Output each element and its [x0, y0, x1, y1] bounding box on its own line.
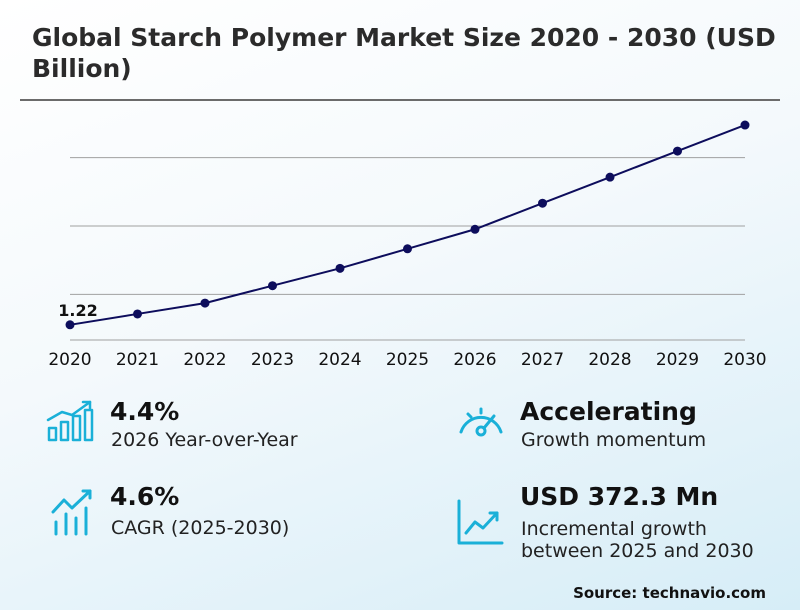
- stat-yoy-label: 2026 Year-over-Year: [111, 429, 298, 451]
- stat-momentum-value: Accelerating: [520, 397, 697, 426]
- line-chart: 2020 2021 2022 2023 2024 2025 2026 2027 2028 2029…: [48, 120, 767, 370]
- stat-incremental-value: USD 372.3 Mn: [520, 482, 719, 511]
- x-tick-2027: 2027: [521, 350, 564, 370]
- x-tick-2022: 2022: [183, 350, 226, 370]
- x-tick-2028: 2028: [588, 350, 631, 370]
- x-tick-2030: 2030: [723, 350, 766, 370]
- trend-bars-icon: [51, 489, 92, 536]
- line-chart-growth-icon: [457, 499, 504, 545]
- data-point-2025: [403, 244, 412, 254]
- stat-cagr: 4.6% CAGR (2025-2030): [0, 478, 400, 548]
- data-point-2029: [673, 146, 682, 156]
- data-point-2028: [605, 172, 615, 182]
- data-point-2027: [538, 198, 547, 208]
- x-tick-2029: 2029: [656, 350, 699, 370]
- data-point-2022: [200, 298, 210, 308]
- stat-incremental: USD 372.3 Mn Incremental growth between …: [400, 478, 800, 568]
- data-point-2021: [133, 309, 142, 319]
- x-tick-2024: 2024: [318, 350, 361, 370]
- x-tick-2023: 2023: [251, 350, 294, 370]
- x-tick-2026: 2026: [453, 350, 496, 370]
- bar-chart-growth-icon: [46, 400, 94, 442]
- title-divider: [20, 99, 780, 101]
- data-label-2020: 1.22: [58, 301, 97, 320]
- stat-incremental-label-line1: Incremental growth: [521, 518, 707, 540]
- stat-cagr-label: CAGR (2025-2030): [111, 517, 290, 539]
- stat-cagr-value: 4.6%: [110, 482, 180, 511]
- stat-yoy-value: 4.4%: [110, 397, 180, 426]
- data-point-2023: [268, 281, 277, 291]
- data-point-2020: [65, 320, 75, 330]
- stat-momentum: Accelerating Growth momentum: [400, 390, 800, 460]
- stat-yoy: 4.4% 2026 Year-over-Year: [0, 390, 400, 460]
- x-tick-2025: 2025: [386, 350, 429, 370]
- data-point-2030: [740, 120, 750, 130]
- stat-momentum-label: Growth momentum: [521, 429, 707, 451]
- page-title: Global Starch Polymer Market Size 2020 -…: [32, 23, 776, 83]
- source-note: Source: technavio.com: [573, 584, 766, 602]
- x-tick-2021: 2021: [116, 350, 159, 370]
- data-point-2024: [335, 263, 345, 273]
- speedometer-icon: [459, 407, 503, 437]
- stat-incremental-label-line2: between 2025 and 2030: [521, 540, 754, 562]
- data-point-2026: [470, 224, 480, 234]
- x-tick-2020: 2020: [48, 350, 91, 370]
